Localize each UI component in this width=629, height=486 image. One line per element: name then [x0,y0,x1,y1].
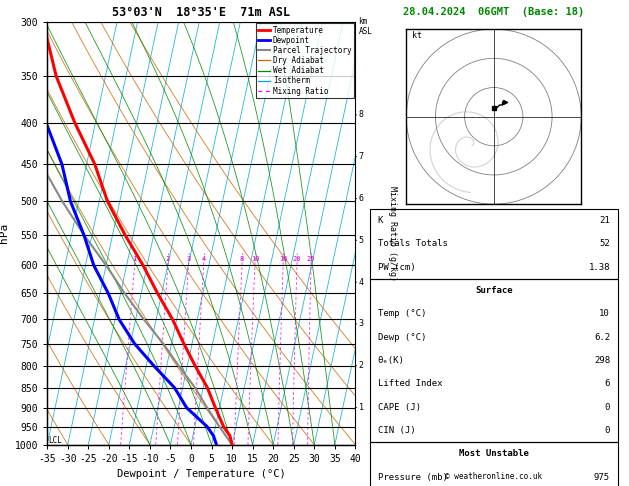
Text: LCL: LCL [48,436,62,445]
X-axis label: Dewpoint / Temperature (°C): Dewpoint / Temperature (°C) [117,469,286,479]
Text: 10: 10 [251,256,259,262]
Text: 2: 2 [166,256,170,262]
Text: 8: 8 [359,110,364,120]
Text: 21: 21 [599,216,610,225]
Bar [370,279,618,442]
Text: Most Unstable: Most Unstable [459,450,529,458]
Text: CAPE (J): CAPE (J) [377,403,421,412]
Y-axis label: hPa: hPa [0,223,9,243]
Text: 6: 6 [604,380,610,388]
Text: 6: 6 [359,194,364,203]
Text: 20: 20 [292,256,301,262]
Text: Surface: Surface [475,286,513,295]
Bar [370,442,618,486]
Text: 6.2: 6.2 [594,333,610,342]
Text: Temp (°C): Temp (°C) [377,310,426,318]
Text: 1: 1 [133,256,136,262]
Text: CIN (J): CIN (J) [377,426,415,435]
Bar [370,209,618,279]
Text: Dewp (°C): Dewp (°C) [377,333,426,342]
Text: 16: 16 [279,256,287,262]
Text: 28.04.2024  06GMT  (Base: 18): 28.04.2024 06GMT (Base: 18) [403,7,584,17]
Text: θₑ(K): θₑ(K) [377,356,404,365]
Legend: Temperature, Dewpoint, Parcel Trajectory, Dry Adiabat, Wet Adiabat, Isotherm, Mi: Temperature, Dewpoint, Parcel Trajectory… [256,23,354,98]
Text: 4: 4 [359,278,364,287]
Text: 7: 7 [359,152,364,161]
Text: Pressure (mb): Pressure (mb) [377,473,447,482]
Text: 3: 3 [186,256,191,262]
Text: 975: 975 [594,473,610,482]
Y-axis label: Mixing Ratio (g/kg): Mixing Ratio (g/kg) [388,186,397,281]
Text: 298: 298 [594,356,610,365]
Text: 3: 3 [359,319,364,329]
Text: © weatheronline.co.uk: © weatheronline.co.uk [445,472,542,481]
Text: 4: 4 [201,256,206,262]
Text: 10: 10 [599,310,610,318]
Text: 53°03'N  18°35'E  71m ASL: 53°03'N 18°35'E 71m ASL [112,6,291,18]
Text: 5: 5 [359,236,364,245]
Text: 52: 52 [599,240,610,248]
Text: 1: 1 [359,403,364,412]
Text: 2: 2 [359,361,364,370]
Text: 25: 25 [307,256,315,262]
Text: 1.38: 1.38 [589,263,610,272]
Text: 0: 0 [604,426,610,435]
Text: 8: 8 [240,256,244,262]
Text: Lifted Index: Lifted Index [377,380,442,388]
Text: K: K [377,216,383,225]
Text: PW (cm): PW (cm) [377,263,415,272]
Text: 0: 0 [604,403,610,412]
Text: kt: kt [412,31,422,40]
Text: km
ASL: km ASL [359,17,372,36]
Text: Totals Totals: Totals Totals [377,240,447,248]
